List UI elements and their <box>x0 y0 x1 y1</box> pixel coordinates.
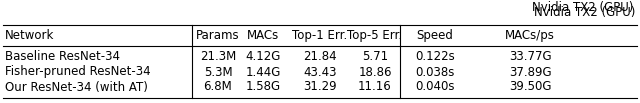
Text: Network: Network <box>5 29 54 42</box>
Text: Top-1 Err.: Top-1 Err. <box>292 29 348 42</box>
Text: 0.038s: 0.038s <box>415 66 454 78</box>
Text: MACs/ps: MACs/ps <box>505 29 555 42</box>
Text: 6.8M: 6.8M <box>204 81 232 94</box>
Text: 31.29: 31.29 <box>303 81 337 94</box>
Text: 18.86: 18.86 <box>358 66 392 78</box>
Text: 1.58G: 1.58G <box>245 81 280 94</box>
Text: Our ResNet-34 (with AT): Our ResNet-34 (with AT) <box>5 81 148 94</box>
Text: 5.71: 5.71 <box>362 50 388 63</box>
Text: 11.16: 11.16 <box>358 81 392 94</box>
Text: Baseline ResNet-34: Baseline ResNet-34 <box>5 50 120 63</box>
Text: Fisher-pruned ResNet-34: Fisher-pruned ResNet-34 <box>5 66 150 78</box>
Text: 43.43: 43.43 <box>303 66 337 78</box>
Text: Nvidia TX2 (GPU): Nvidia TX2 (GPU) <box>534 6 635 19</box>
Text: 5.3M: 5.3M <box>204 66 232 78</box>
Text: 1.44G: 1.44G <box>245 66 281 78</box>
Text: Params: Params <box>196 29 240 42</box>
Text: Top-5 Err.: Top-5 Err. <box>348 29 403 42</box>
Text: 39.50G: 39.50G <box>509 81 551 94</box>
Text: Speed: Speed <box>417 29 453 42</box>
Text: 0.122s: 0.122s <box>415 50 455 63</box>
Text: 21.84: 21.84 <box>303 50 337 63</box>
Text: 33.77G: 33.77G <box>509 50 551 63</box>
Text: MACs: MACs <box>247 29 279 42</box>
Text: 4.12G: 4.12G <box>245 50 281 63</box>
Text: 37.89G: 37.89G <box>509 66 551 78</box>
Text: Nvidia TX2 (GPU): Nvidia TX2 (GPU) <box>532 1 634 14</box>
Text: 0.040s: 0.040s <box>415 81 455 94</box>
Text: 21.3M: 21.3M <box>200 50 236 63</box>
